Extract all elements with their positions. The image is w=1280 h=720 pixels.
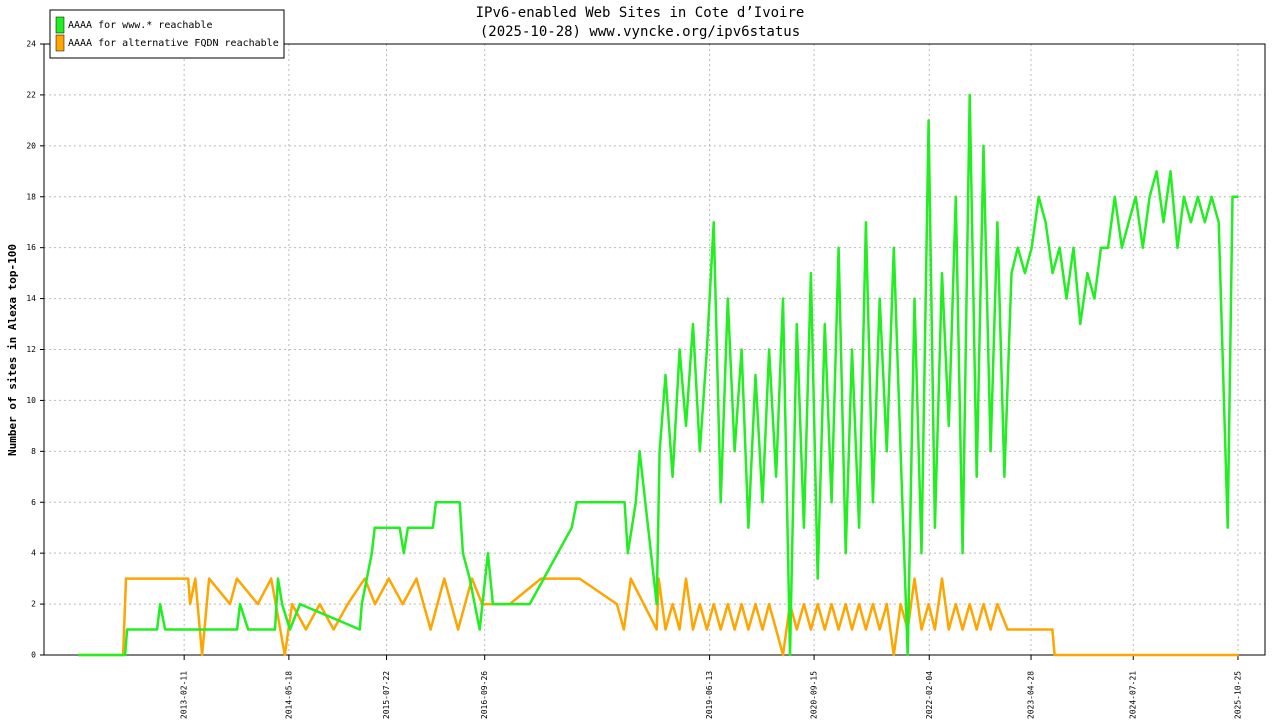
y-tick-label: 0: [31, 651, 36, 660]
y-tick-label: 10: [26, 396, 36, 405]
chart-title: IPv6-enabled Web Sites in Cote d’Ivoire: [476, 5, 805, 21]
y-tick-label: 22: [26, 90, 36, 99]
y-axis-label: Number of sites in Alexa top-100: [6, 244, 19, 456]
y-tick-label: 16: [26, 243, 36, 252]
series-line: [78, 93, 1239, 657]
legend-swatch: [55, 34, 65, 52]
legend-label: AAAA for www.* reachable: [68, 20, 213, 31]
legend-label: AAAA for alternative FQDN reachable: [68, 38, 279, 49]
legend-box: [49, 9, 285, 59]
x-tick-label: 2019-06-13: [705, 671, 714, 719]
legend-swatch: [55, 16, 65, 34]
y-tick-label: 6: [31, 498, 36, 507]
x-tick-label: 2023-04-28: [1027, 671, 1036, 719]
x-tick-label: 2020-09-15: [810, 671, 819, 719]
x-tick-label: 2014-05-18: [284, 671, 293, 719]
series-line: [78, 577, 1239, 657]
y-tick-label: 4: [31, 549, 36, 558]
y-tick-label: 12: [26, 345, 36, 354]
x-tick-label: 2022-02-04: [925, 671, 934, 719]
y-tick-label: 2: [31, 600, 36, 609]
plot-frame: [43, 43, 1266, 656]
y-tick-label: 20: [26, 141, 36, 150]
y-tick-label: 18: [26, 192, 36, 201]
y-tick-label: 24: [26, 40, 36, 49]
x-tick-label: 2024-07-21: [1129, 671, 1138, 719]
x-tick-label: 2025-10-25: [1233, 671, 1242, 719]
y-tick-label: 14: [26, 294, 36, 303]
x-tick-label: 2013-02-11: [180, 671, 189, 719]
x-tick-label: 2015-07-22: [382, 671, 391, 719]
x-tick-label: 2016-09-26: [480, 671, 489, 719]
y-tick-label: 8: [31, 447, 36, 456]
chart-subtitle: (2025-10-28) www.vyncke.org/ipv6status: [480, 24, 800, 40]
